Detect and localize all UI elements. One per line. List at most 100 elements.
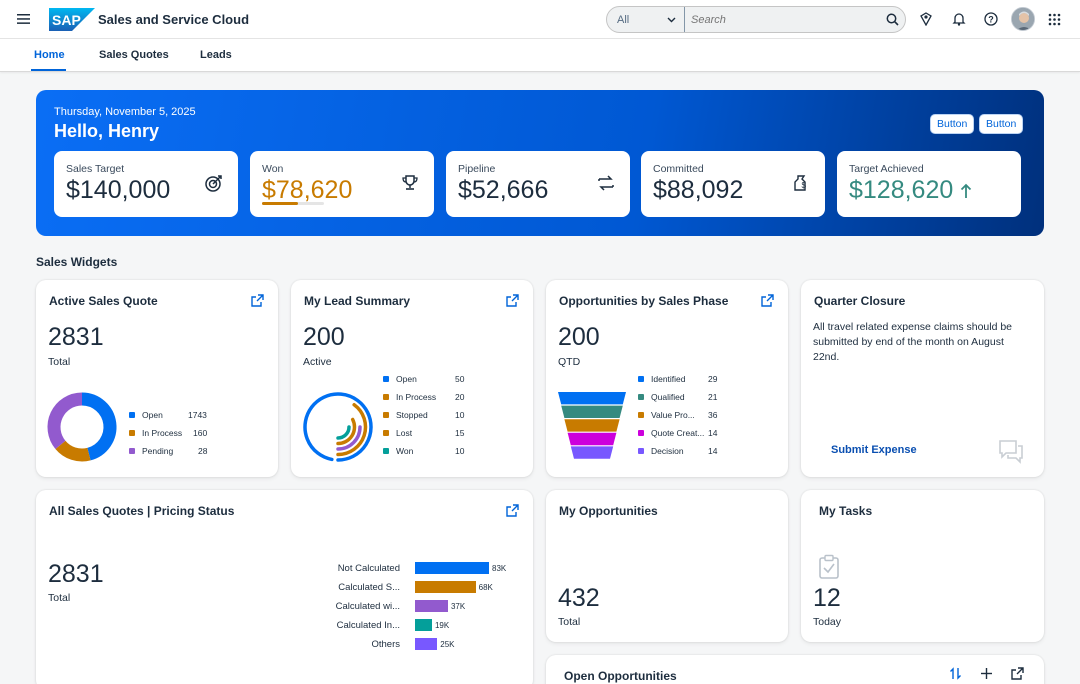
avatar[interactable] [1011, 7, 1035, 31]
legend-swatch [638, 448, 644, 454]
external-link-icon[interactable] [506, 294, 519, 307]
add-icon[interactable] [980, 667, 993, 680]
donut-chart [47, 392, 117, 462]
funnel-chart [558, 392, 626, 459]
kpi-card-won[interactable]: Won $78,620 [250, 151, 434, 217]
donut-slice-in-process [55, 440, 91, 462]
submit-expense-link[interactable]: Submit Expense [831, 444, 917, 456]
card-my-opportunities[interactable]: My Opportunities 432 Total [546, 490, 788, 642]
card-text: All travel related expense claims should… [813, 321, 1013, 363]
legend-swatch [129, 430, 135, 436]
app-title[interactable]: Sales and Service Cloud [98, 12, 250, 27]
legend-label: In Process [396, 392, 437, 402]
external-link-icon[interactable] [506, 504, 519, 517]
sap-logo-text: SAP [52, 12, 81, 28]
funnel-segment-4 [567, 432, 617, 446]
menu-icon[interactable] [17, 12, 31, 26]
bar-label: Calculated In... [336, 620, 400, 631]
card-opportunities-by-sales-phase[interactable]: Opportunities by Sales Phase 200 QTD Ide… [546, 280, 788, 477]
legend-value: 15 [455, 428, 465, 438]
card-quarter-closure[interactable]: Quarter Closure All travel related expen… [801, 280, 1044, 477]
banner-button-1[interactable]: Button [930, 114, 975, 134]
external-link-icon[interactable] [251, 294, 264, 307]
card-my-lead-summary[interactable]: My Lead Summary 200 Active Open 50 In Pro… [291, 280, 533, 477]
legend-swatch [383, 376, 389, 382]
bar [415, 581, 476, 593]
bar-chart: Not Calculated 83K Calculated S... 68K Calcu… [316, 562, 516, 662]
bar-label: Others [371, 639, 400, 650]
location-pin-icon[interactable] [918, 11, 934, 27]
kpi-label: Target Achieved [849, 163, 924, 175]
tab-home[interactable]: Home [34, 49, 65, 61]
legend-value: 14 [708, 428, 718, 438]
legend-label: Open [396, 374, 417, 384]
legend-item: Stopped 10 [383, 406, 473, 424]
kpi-label: Pipeline [458, 163, 496, 175]
card-my-tasks[interactable]: My Tasks 12 Today [801, 490, 1044, 642]
clipboard-check-icon [818, 554, 840, 580]
donut-legend: Open 1743 In Process 160 Pending 28 [129, 406, 219, 460]
bell-icon[interactable] [951, 11, 967, 27]
banner-button-2[interactable]: Button [979, 114, 1024, 134]
help-icon[interactable]: ? [983, 11, 999, 27]
tab-bar: Home Sales Quotes Leads [0, 39, 1080, 72]
card-open-opportunities[interactable]: Open Opportunities [546, 655, 1044, 684]
kpi-card-sales-target[interactable]: Sales Target $140,000 [54, 151, 238, 217]
legend-label: Quote Creat... [651, 428, 705, 438]
card-active-sales-quote[interactable]: Active Sales Quote 2831 Total Open 1743 I… [36, 280, 278, 477]
trophy-icon [400, 173, 420, 193]
search-input[interactable] [685, 13, 879, 26]
won-progress-fill [262, 202, 298, 205]
target-icon [204, 173, 224, 193]
bar-value-label: 37K [450, 602, 466, 611]
legend-swatch [638, 412, 644, 418]
radial-bar-open [303, 392, 373, 462]
legend-item: Decision 14 [638, 442, 728, 460]
bar [415, 562, 489, 574]
card-subtitle: Today [813, 616, 842, 628]
legend-item: Won 10 [383, 442, 473, 460]
tab-sales-quotes[interactable]: Sales Quotes [99, 49, 169, 61]
legend-value: 36 [708, 410, 718, 420]
legend-label: Won [396, 446, 414, 456]
sort-icon[interactable] [949, 667, 962, 680]
card-subtitle: Total [48, 592, 71, 604]
legend-item: In Process 160 [129, 424, 219, 442]
kpi-card-committed[interactable]: Committed $88,092 $ [641, 151, 825, 217]
kpi-value: $52,666 [458, 176, 549, 204]
legend-label: Qualified [651, 392, 685, 402]
search-icon[interactable] [879, 13, 905, 26]
radial-bar-won [336, 425, 351, 440]
search-scope-select[interactable]: All [607, 7, 685, 32]
legend-value: 29 [708, 374, 718, 384]
card-title: My Lead Summary [304, 294, 411, 308]
kpi-value: $140,000 [66, 176, 171, 204]
card-value: 2831 [48, 560, 104, 588]
legend-label: Decision [651, 446, 684, 456]
legend-item: Open 1743 [129, 406, 219, 424]
bar-label: Calculated wi... [335, 601, 400, 612]
card-pricing-status[interactable]: All Sales Quotes | Pricing Status 2831 T… [36, 490, 533, 684]
radial-bar-chart [303, 392, 373, 462]
legend-item: Value Pro... 36 [638, 406, 728, 424]
legend-label: Value Pro... [651, 410, 695, 420]
external-link-icon[interactable] [1011, 667, 1024, 680]
app-grid-icon[interactable] [1046, 11, 1062, 27]
bar-value-label: 68K [478, 583, 493, 592]
legend-swatch [383, 430, 389, 436]
card-value: 12 [813, 584, 841, 612]
search-bar: All [606, 6, 906, 33]
legend-label: Open [142, 410, 163, 420]
funnel-segment-5 [570, 446, 614, 459]
card-title: Quarter Closure [814, 294, 906, 308]
card-subtitle: Total [48, 356, 71, 368]
external-link-icon[interactable] [761, 294, 774, 307]
kpi-card-target-achieved[interactable]: Target Achieved $128,620 [837, 151, 1021, 217]
sap-logo[interactable]: SAP [49, 8, 95, 31]
card-title: Open Opportunities [564, 669, 677, 683]
legend-item: Open 50 [383, 370, 473, 388]
kpi-card-pipeline[interactable]: Pipeline $52,666 [446, 151, 630, 217]
welcome-banner: Thursday, November 5, 2025 Hello, Henry … [36, 90, 1044, 236]
bar-label: Calculated S... [338, 582, 400, 593]
tab-leads[interactable]: Leads [200, 49, 232, 61]
